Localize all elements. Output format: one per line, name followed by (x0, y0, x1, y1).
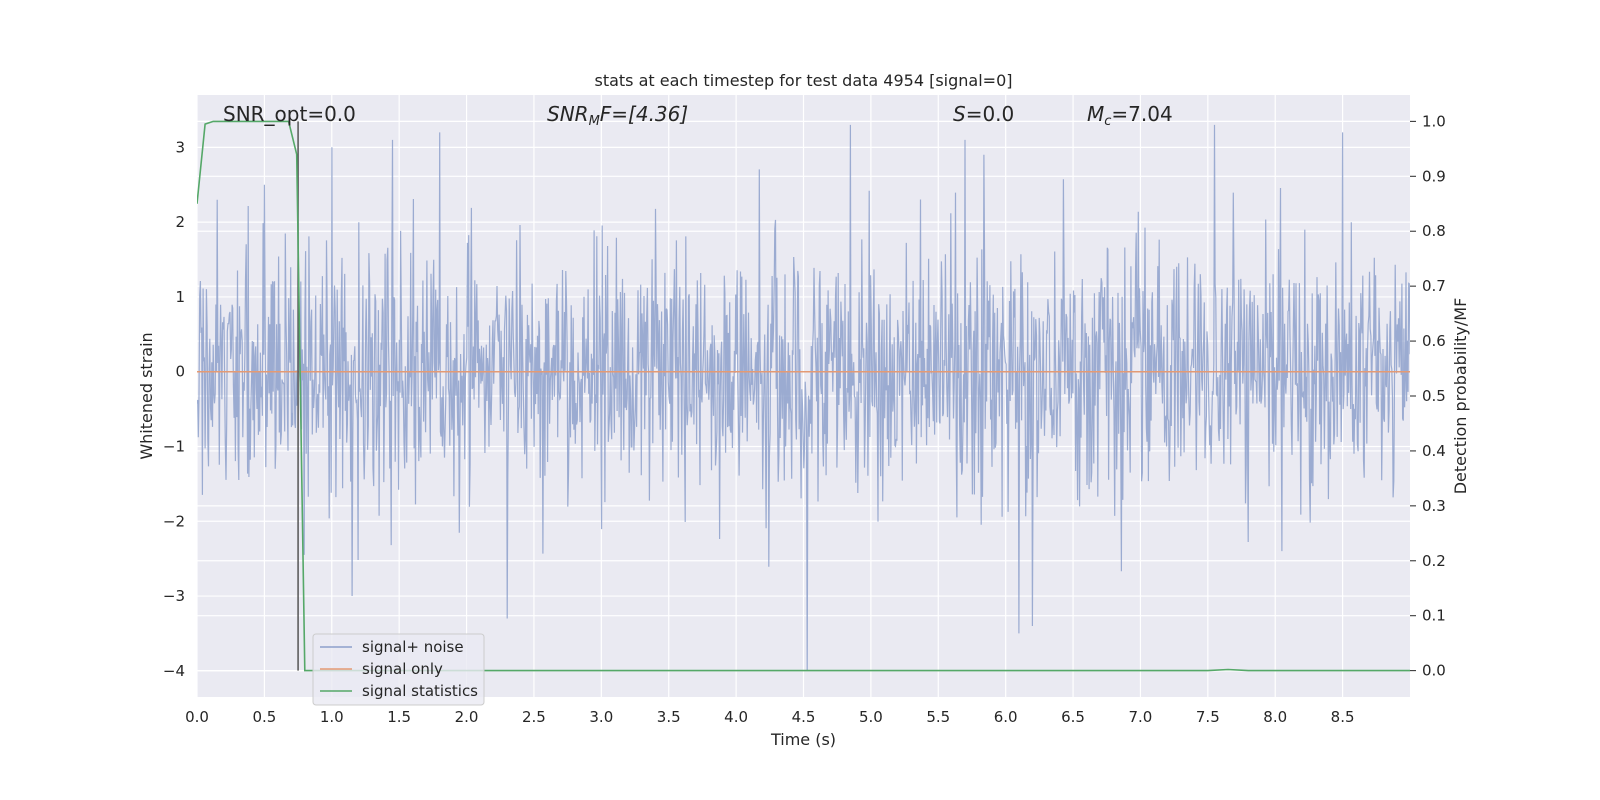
y2-tick-label: 1.0 (1422, 112, 1446, 130)
annotation-mc-label: M (1087, 102, 1104, 126)
x-tick-label: 0.0 (185, 708, 209, 726)
legend: signal+ noise signal only signal statist… (312, 633, 485, 706)
annotation-s-value: =0.0 (966, 102, 1015, 126)
legend-label-signal-statistics: signal statistics (362, 682, 478, 700)
legend-box (312, 633, 485, 706)
x-tick-label: 7.0 (1129, 708, 1153, 726)
x-tick-label: 6.5 (1061, 708, 1085, 726)
y2-tick-label: 0.6 (1422, 332, 1446, 350)
x-tick-label: 1.5 (387, 708, 411, 726)
y-axis-label: Whitened strain (137, 332, 156, 459)
y2-tick-label: 0.1 (1422, 607, 1446, 625)
y-tick-label: 1 (175, 288, 185, 306)
y2-tick-label: 0.2 (1422, 552, 1446, 570)
legend-label-signal-noise: signal+ noise (362, 638, 464, 656)
legend-label-signal-only: signal only (362, 660, 443, 678)
annotation-snr-mf-sub: M (589, 114, 600, 129)
annotation-mc-sub: c (1104, 114, 1111, 129)
y-tick-label: 0 (175, 363, 185, 381)
x-tick-label: 1.0 (320, 708, 344, 726)
annotation-s-label: S (953, 102, 966, 126)
annotation-snr-opt: SNR_opt=0.0 (223, 102, 356, 126)
x-axis-label: Time (s) (770, 730, 836, 749)
x-tick-label: 3.0 (589, 708, 613, 726)
y2-tick-label: 0.5 (1422, 387, 1446, 405)
chart-title: stats at each timestep for test data 495… (594, 71, 1012, 90)
x-tick-label: 5.0 (859, 708, 883, 726)
annotation-snr-mf-label: SNR (547, 102, 589, 126)
annotation-snr-mf-f: F=[4.36] (600, 102, 688, 126)
y-tick-label: −2 (163, 512, 185, 530)
y2-axis-label: Detection probability/MF (1451, 298, 1470, 495)
y2-tick-label: 0.0 (1422, 662, 1446, 680)
x-tick-label: 5.5 (926, 708, 950, 726)
x-tick-label: 2.0 (455, 708, 479, 726)
y-tick-label: 2 (175, 213, 185, 231)
x-tick-label: 4.0 (724, 708, 748, 726)
y-tick-label: −1 (163, 437, 185, 455)
y-tick-label: −4 (163, 662, 185, 680)
y2-axis-ticks: 1.0 0.9 0.8 0.7 0.6 0.5 0.4 0.3 0.2 0.1 0.0 (1410, 112, 1446, 680)
y2-tick-label: 0.3 (1422, 497, 1446, 515)
series-signal-noise (197, 124, 1410, 671)
y-tick-label: −3 (163, 587, 185, 605)
y-tick-label: 3 (175, 138, 185, 156)
x-tick-label: 7.5 (1196, 708, 1220, 726)
y2-tick-label: 0.8 (1422, 222, 1446, 240)
x-tick-label: 6.0 (994, 708, 1018, 726)
annotation-s: S=0.0 (953, 102, 1014, 126)
x-tick-label: 8.5 (1331, 708, 1355, 726)
x-tick-label: 3.5 (657, 708, 681, 726)
annotation-snr-mf: SNRMF=[4.36] (547, 102, 688, 129)
y-axis-ticks: 3 2 1 0 −1 −2 −3 −4 (163, 138, 185, 679)
y2-tick-label: 0.9 (1422, 167, 1446, 185)
x-tick-label: 8.0 (1263, 708, 1287, 726)
x-tick-label: 0.5 (252, 708, 276, 726)
annotation-mc: Mc=7.04 (1087, 102, 1173, 129)
annotation-mc-value: =7.04 (1111, 102, 1172, 126)
y2-tick-label: 0.4 (1422, 442, 1446, 460)
series-signal-statistics (197, 120, 1410, 672)
series-layer (197, 120, 1410, 672)
x-tick-label: 2.5 (522, 708, 546, 726)
x-tick-label: 4.5 (792, 708, 816, 726)
y2-tick-label: 0.7 (1422, 277, 1446, 295)
x-axis-ticks: 0.0 0.5 1.0 1.5 2.0 2.5 3.0 3.5 4.0 4.5 5.0 5.5 6.0 6… (185, 708, 1354, 726)
